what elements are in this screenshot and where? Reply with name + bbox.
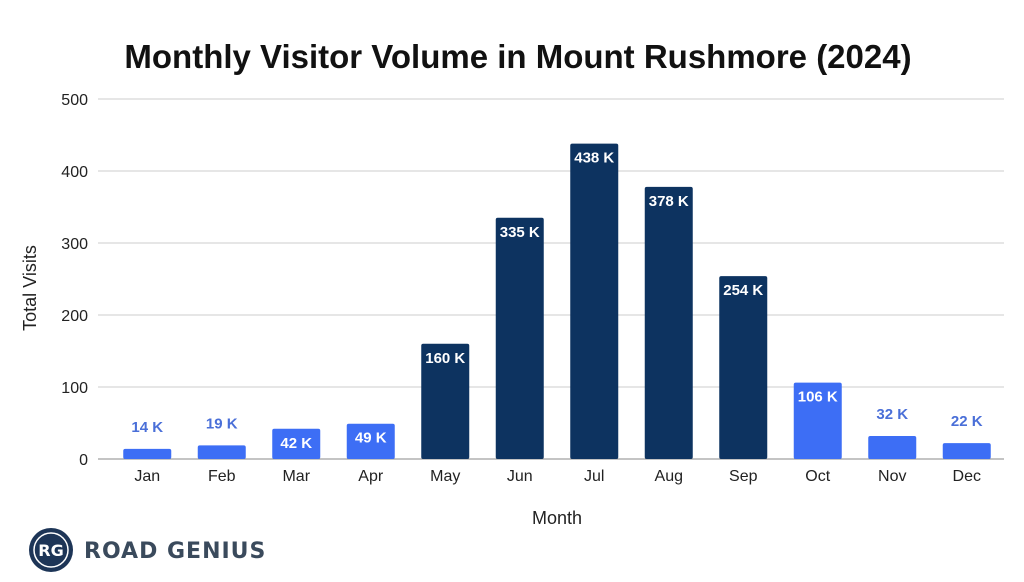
x-tick-label: Jun <box>507 468 533 485</box>
bar-mar <box>272 428 321 459</box>
x-tick-label: Jan <box>134 468 160 485</box>
bar-dec <box>942 443 991 459</box>
brand-logo-ring <box>33 532 69 568</box>
y-axis-ticks: 0 100 200 300 400 500 <box>61 92 88 469</box>
x-axis-ticks: Jan Feb Mar Apr May Jun Jul Aug Sep Oct Nov Dec <box>134 468 981 485</box>
x-tick-label: Mar <box>282 468 310 485</box>
data-label-jun: 335 K <box>500 224 540 241</box>
x-axis-title: Month <box>532 508 582 528</box>
data-labels: 14 K 19 K 42 K 49 K 160 K 335 K 438 K 378 K 254 … <box>131 150 982 452</box>
chart-title: Monthly Visitor Volume in Mount Rushmore… <box>124 38 911 75</box>
brand-logo-icon <box>29 528 73 572</box>
x-tick-label: May <box>430 468 460 485</box>
bars <box>123 143 991 459</box>
y-tick-label: 300 <box>61 236 88 253</box>
bar-may <box>421 343 470 459</box>
y-tick-label: 100 <box>61 380 88 397</box>
data-label-jan: 14 K <box>131 419 163 436</box>
x-tick-label: Feb <box>208 468 236 485</box>
data-label-apr: 49 K <box>355 430 387 447</box>
bar-jun <box>495 217 544 459</box>
brand-logo: RG ROAD GENIUS <box>29 528 266 572</box>
x-tick-label: Aug <box>655 468 683 485</box>
data-label-nov: 32 K <box>876 406 908 423</box>
data-label-dec: 22 K <box>951 413 983 430</box>
data-label-oct: 106 K <box>798 389 838 406</box>
bar-jul <box>570 143 619 459</box>
bar-nov <box>868 435 917 459</box>
bar-apr <box>346 423 395 459</box>
bar-aug <box>644 186 693 459</box>
data-label-mar: 42 K <box>280 435 312 452</box>
y-axis-title: Total Visits <box>20 245 40 331</box>
data-label-aug: 378 K <box>649 193 689 210</box>
data-label-sep: 254 K <box>723 282 763 299</box>
x-tick-label: Dec <box>953 468 981 485</box>
y-tick-label: 0 <box>79 452 88 469</box>
y-tick-label: 400 <box>61 164 88 181</box>
bar-feb <box>197 445 246 459</box>
y-tick-label: 200 <box>61 308 88 325</box>
x-tick-label: Oct <box>805 468 830 485</box>
data-label-may: 160 K <box>425 350 465 367</box>
x-tick-label: Sep <box>729 468 758 485</box>
x-tick-label: Nov <box>878 468 906 485</box>
bar-oct <box>793 382 842 459</box>
gridlines <box>98 98 1004 460</box>
bar-sep <box>719 276 768 459</box>
brand-initials: RG <box>38 541 63 560</box>
x-tick-label: Apr <box>358 468 384 485</box>
y-tick-label: 500 <box>61 92 88 109</box>
data-label-feb: 19 K <box>206 415 238 432</box>
data-label-jul: 438 K <box>574 150 614 167</box>
brand-name: ROAD GENIUS <box>84 539 266 564</box>
x-tick-label: Jul <box>584 468 604 485</box>
bar-jan <box>123 448 172 459</box>
